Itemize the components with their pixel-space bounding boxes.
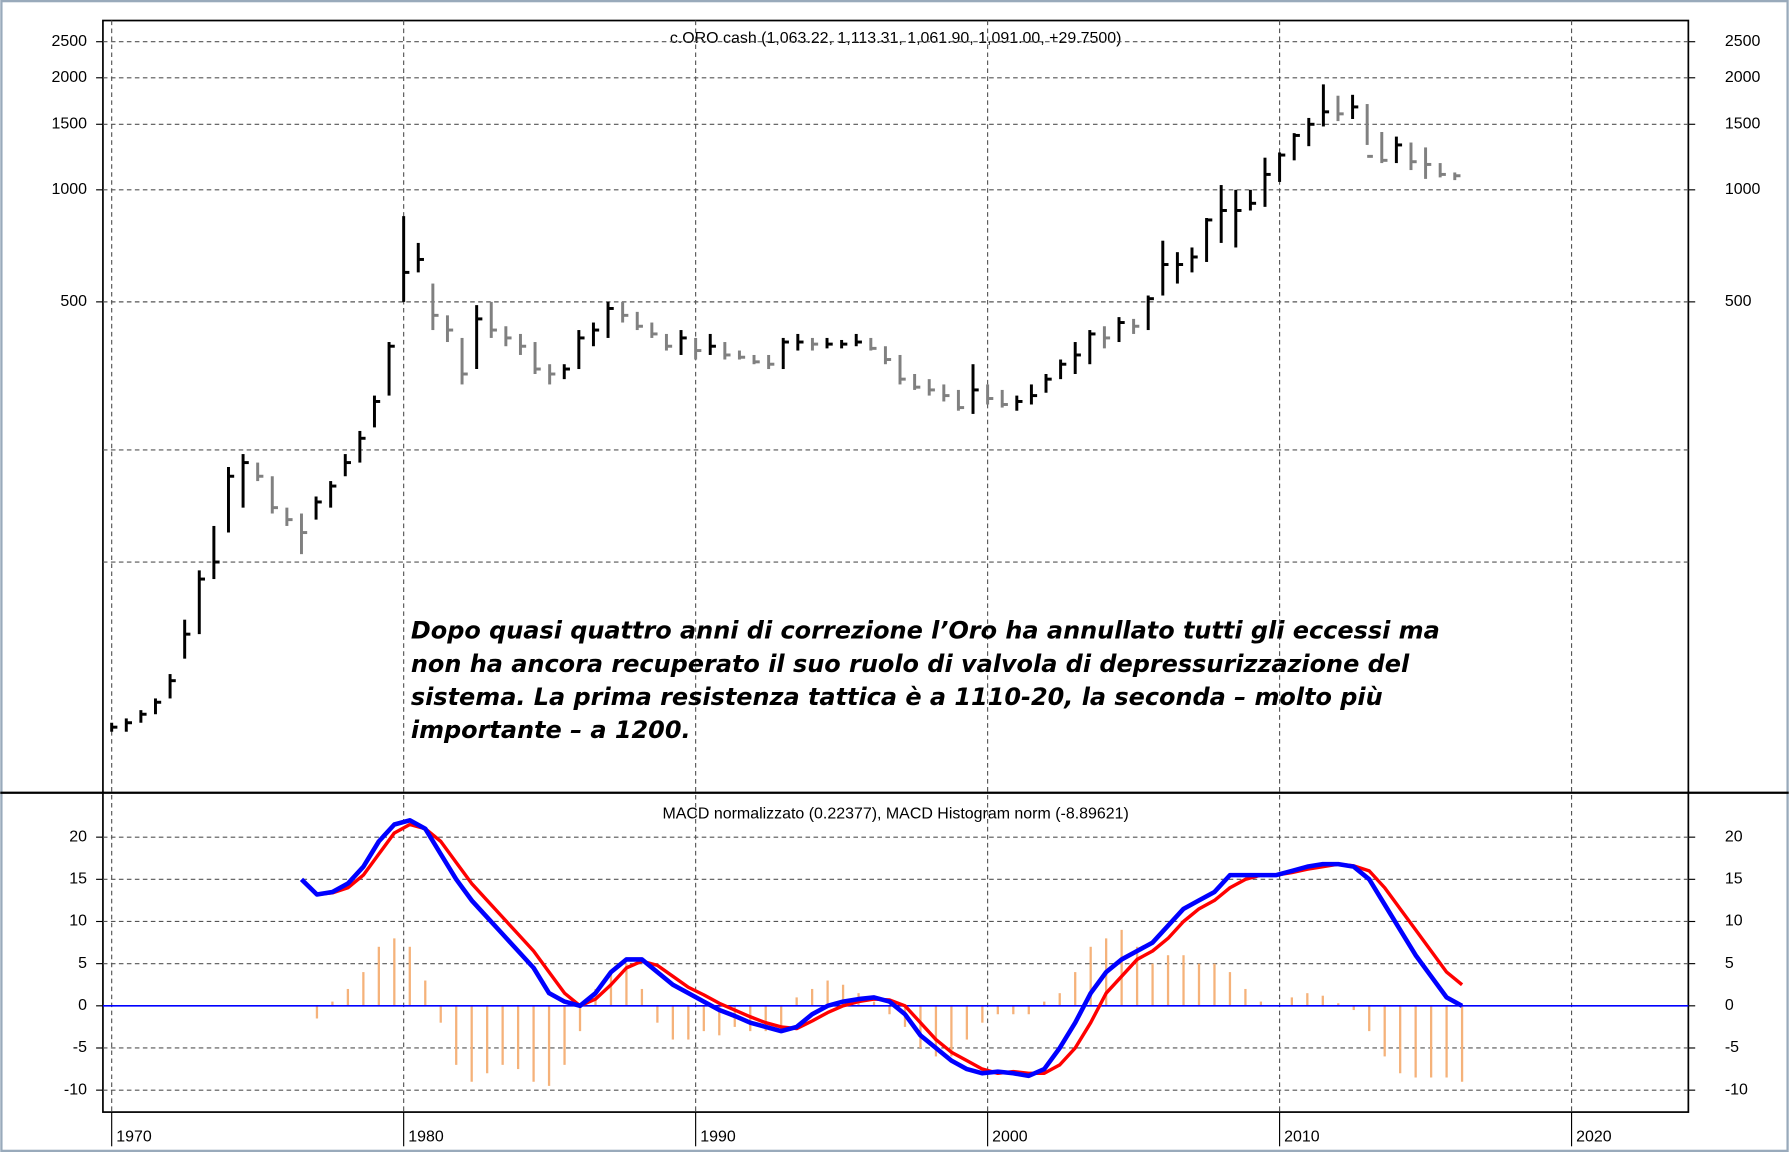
y-tick-label-left: 20: [69, 828, 87, 845]
macd-title: MACD normalizzato (0.22377), MACD Histog…: [662, 806, 1128, 823]
x-tick-label: 1990: [700, 1128, 736, 1145]
y-tick-label-left: 0: [78, 997, 87, 1014]
y-tick-label-right: 5: [1725, 955, 1734, 972]
y-tick-label-right: 2000: [1725, 69, 1761, 86]
y-tick-label-left: 2000: [51, 69, 87, 86]
y-tick-label-left: 1500: [51, 116, 87, 133]
y-tick-label-left: 10: [69, 913, 87, 930]
x-tick-label: 1970: [116, 1128, 152, 1145]
y-tick-label-right: 0: [1725, 997, 1734, 1014]
y-tick-label-left: 15: [69, 871, 87, 888]
x-tick-label: 1980: [408, 1128, 444, 1145]
y-tick-label-right: 1500: [1725, 116, 1761, 133]
x-tick-label: 2020: [1576, 1128, 1612, 1145]
plot-area: [102, 19, 1690, 1113]
y-tick-label-right: 15: [1725, 871, 1743, 888]
y-tick-label-left: 1000: [51, 181, 87, 198]
y-tick-label-left: -10: [64, 1081, 87, 1098]
y-tick-label-left: 5: [78, 955, 87, 972]
y-tick-label-right: 20: [1725, 828, 1743, 845]
annotation: non ha ancora recuperato il suo ruolo di…: [411, 650, 1410, 678]
y-tick-label-right: 2500: [1725, 33, 1761, 50]
y-tick-label-left: 500: [60, 293, 87, 310]
y-tick-label-left: 2500: [51, 33, 87, 50]
x-tick-label: 2010: [1284, 1128, 1320, 1145]
macd-line: [299, 818, 1464, 1079]
y-tick-label-left: -5: [73, 1039, 87, 1056]
y-tick-label-right: 1000: [1725, 181, 1761, 198]
annotation: importante – a 1200.: [411, 716, 691, 744]
x-tick-label: 2000: [992, 1128, 1028, 1145]
annotation: Dopo quasi quattro anni di correzione l’…: [411, 617, 1440, 645]
y-tick-label-right: -10: [1725, 1081, 1748, 1098]
y-tick-label-right: 500: [1725, 293, 1752, 310]
y-tick-label-right: 10: [1725, 913, 1743, 930]
annotation: sistema. La prima resistenza tattica è a…: [411, 683, 1383, 711]
y-tick-label-right: -5: [1725, 1039, 1739, 1056]
price-title: c.ORO cash (1,063.22, 1,113.31, 1,061.90…: [670, 30, 1122, 47]
